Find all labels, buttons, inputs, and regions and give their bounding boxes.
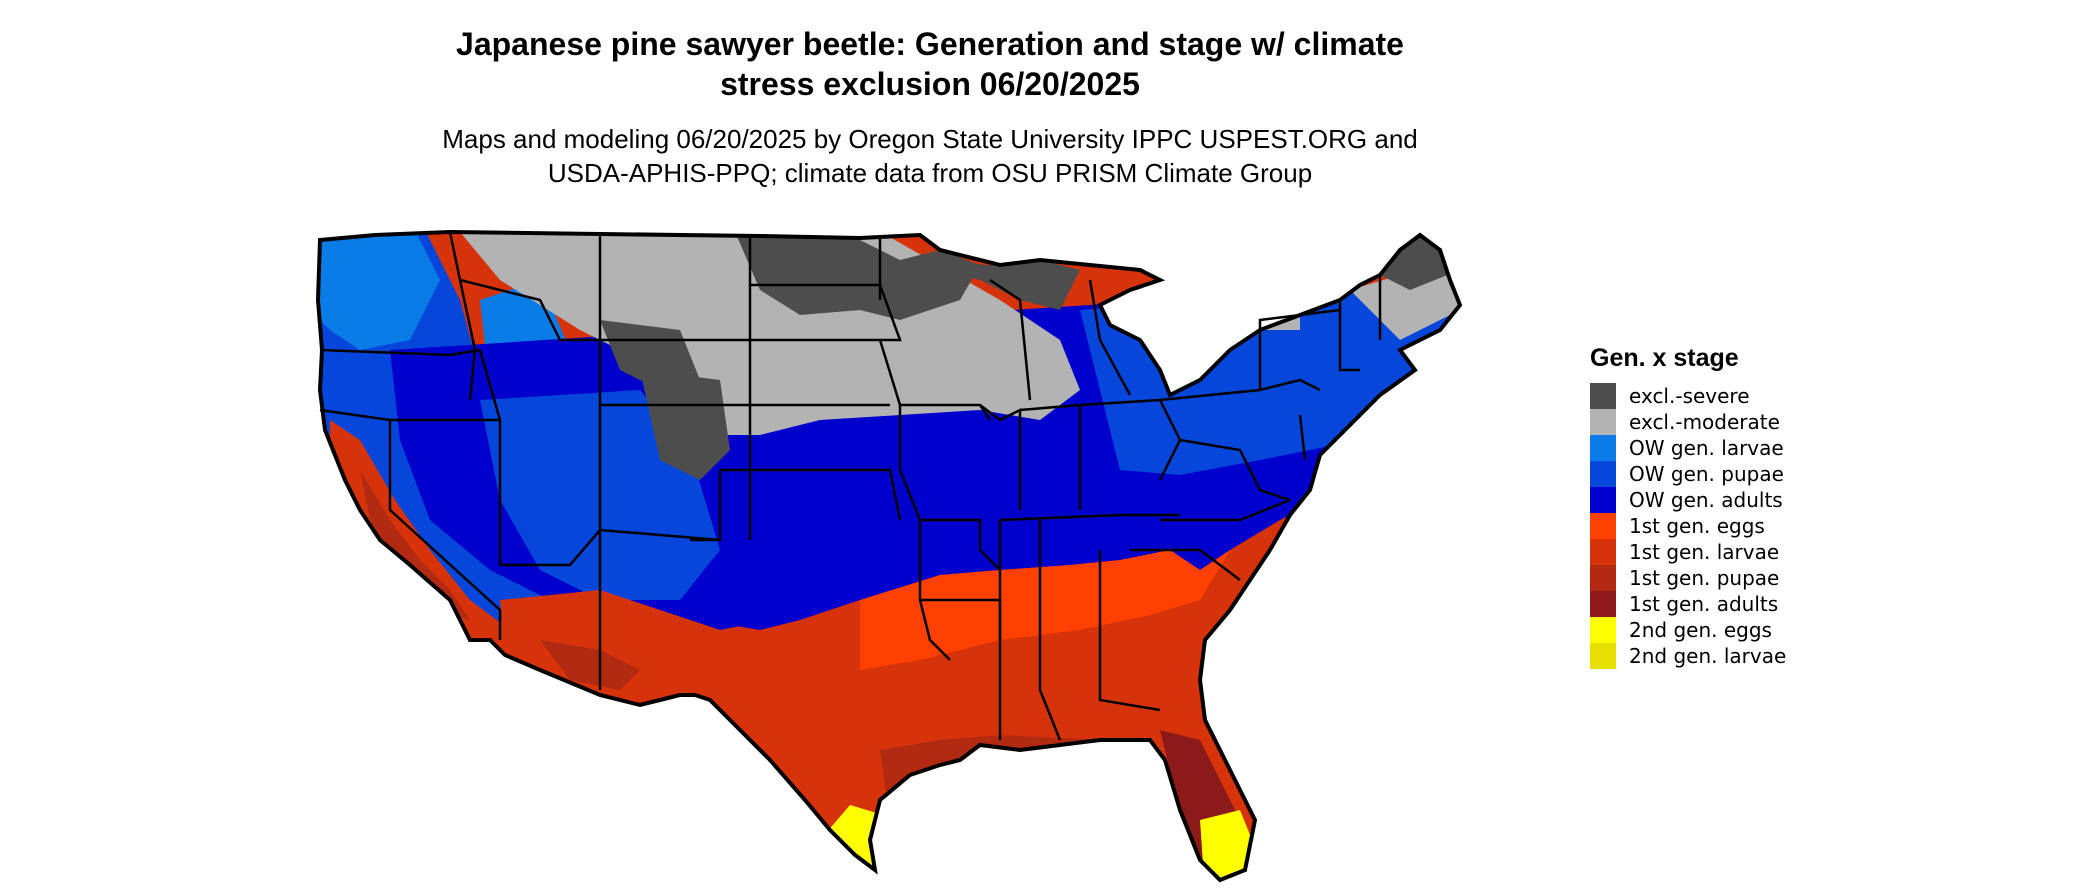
legend-item: 1st gen. pupae: [1590, 565, 1910, 591]
border-wv-va: [1179, 438, 1291, 502]
legend-item: OW gen. larvae: [1590, 435, 1910, 461]
border-mt-id: [459, 278, 600, 342]
border-nc-va: [1160, 498, 1291, 522]
state-borders: [315, 229, 1463, 883]
border-ms-al: [1038, 520, 1062, 741]
legend-label: 1st gen. larvae: [1629, 540, 1780, 564]
region-gulf-pupae: [880, 735, 1160, 820]
border-mt-wy: [598, 234, 750, 342]
region-excl-severe-colorado: [640, 370, 730, 480]
legend-swatch: [1590, 487, 1616, 513]
legend-label: excl.-severe: [1629, 384, 1750, 408]
border-mi: [1088, 279, 1132, 396]
region-excl-severe-wyoming: [600, 320, 700, 390]
us-phenology-map: [315, 229, 1463, 883]
map-title-line-2: stress exclusion 06/20/2025: [720, 66, 1140, 102]
legend-label: 2nd gen. larvae: [1629, 644, 1787, 668]
legend-item: 1st gen. larvae: [1590, 539, 1910, 565]
border-nv-ca: [388, 420, 502, 640]
region-california-pupae: [360, 470, 470, 620]
map-subtitle-line-1: Maps and modeling 06/20/2025 by Oregon S…: [442, 124, 1418, 154]
border-tx-la: [918, 520, 951, 661]
border-al-ga: [1098, 550, 1161, 712]
legend-swatch: [1590, 565, 1616, 591]
legend-swatch: [1590, 539, 1616, 565]
border-ny: [1258, 308, 1341, 390]
legend-label: OW gen. pupae: [1629, 462, 1784, 486]
border-id-west: [448, 231, 477, 401]
legend-label: 2nd gen. eggs: [1629, 618, 1772, 642]
legend-item: 1st gen. eggs: [1590, 513, 1910, 539]
legend-label: OW gen. adults: [1629, 488, 1783, 512]
border-pa: [1159, 378, 1321, 402]
legend-swatch: [1590, 617, 1616, 643]
map-title: Japanese pine sawyer beetle: Generation …: [300, 24, 1560, 104]
region-southwest-pupae: [540, 640, 640, 690]
legend-item: excl.-severe: [1590, 383, 1910, 409]
border-ia-mo-west: [878, 339, 922, 521]
border-nv-ut: [478, 349, 502, 565]
border-ks-ok: [720, 468, 902, 521]
legend-item: excl.-moderate: [1590, 409, 1910, 435]
region-west-larvae: [318, 232, 440, 350]
legend-label: excl.-moderate: [1629, 410, 1780, 434]
border-or-wa: [321, 348, 481, 357]
region-excl-severe-north: [730, 232, 980, 320]
border-nj-de: [1298, 414, 1307, 461]
legend-label: OW gen. larvae: [1629, 436, 1784, 460]
legend-title: Gen. x stage: [1590, 344, 1739, 372]
border-az-ut: [500, 528, 721, 567]
legend-swatch: [1590, 643, 1616, 669]
border-mn-west: [878, 236, 902, 342]
legend-swatch: [1590, 591, 1616, 617]
border-wy: [598, 340, 750, 407]
legend-label: 1st gen. pupae: [1629, 566, 1780, 590]
border-ok-panhandle: [690, 470, 722, 542]
legend-swatch: [1590, 435, 1616, 461]
legend-item: OW gen. pupae: [1590, 461, 1910, 487]
border-ct-ma: [1338, 300, 1360, 372]
legend-swatch: [1590, 409, 1616, 435]
region-california-larvae: [330, 420, 530, 670]
region-excl-moderate-ne: [1350, 260, 1460, 340]
us-outline: [315, 229, 1463, 883]
legend-item: 2nd gen. larvae: [1590, 643, 1910, 669]
map-title-line-1: Japanese pine sawyer beetle: Generation …: [456, 26, 1404, 62]
legend-swatch: [1590, 461, 1616, 487]
legend-swatch: [1590, 513, 1616, 539]
map-subtitle: Maps and modeling 06/20/2025 by Oregon S…: [300, 122, 1560, 190]
stage-regions: [318, 232, 1460, 880]
border-wi: [989, 278, 1032, 401]
legend-item: 1st gen. adults: [1590, 591, 1910, 617]
legend-item: OW gen. adults: [1590, 487, 1910, 513]
legend-label: 1st gen. eggs: [1629, 514, 1765, 538]
map-legend: Gen. x stage excl.-severe excl.-moderate O…: [1590, 343, 1910, 669]
region-1st-gen-eggs: [860, 550, 1230, 670]
border-tn-ky: [999, 513, 1180, 522]
legend-label: 1st gen. adults: [1629, 592, 1779, 616]
legend-item: 2nd gen. eggs: [1590, 617, 1910, 643]
legend-items: excl.-severe excl.-moderate OW gen. larvae…: [1590, 383, 1910, 669]
border-ga-sc: [1130, 548, 1241, 581]
legend-swatch: [1590, 383, 1616, 409]
map-subtitle-line-2: USDA-APHIS-PPQ; climate data from OSU PR…: [547, 158, 1313, 188]
border-oh: [1079, 398, 1182, 481]
border-ar-ok: [920, 518, 1001, 571]
region-excl-severe-great-lakes: [900, 260, 1080, 310]
border-il: [979, 404, 1022, 510]
